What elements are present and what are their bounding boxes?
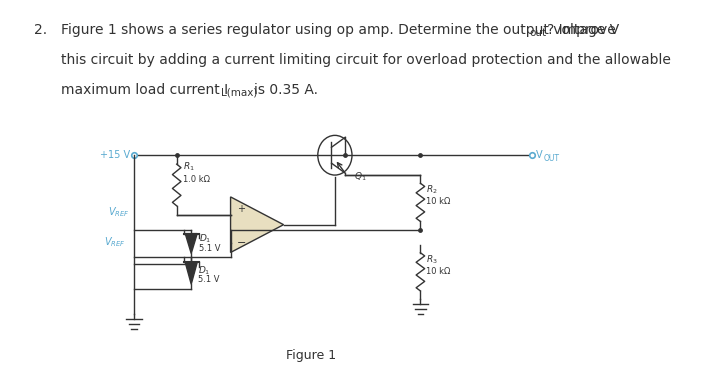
Text: $R_2$: $R_2$ <box>426 184 438 196</box>
Polygon shape <box>231 197 283 252</box>
Text: L(max): L(max) <box>221 88 257 98</box>
Text: Figure 1 shows a series regulator using op amp. Determine the output voltage V: Figure 1 shows a series regulator using … <box>61 23 619 37</box>
Polygon shape <box>186 234 197 254</box>
Text: this circuit by adding a current limiting circuit for overload protection and th: this circuit by adding a current limitin… <box>61 53 671 67</box>
Text: OUT: OUT <box>544 154 560 163</box>
Text: 10 kΩ: 10 kΩ <box>426 197 451 206</box>
Text: is 0.35 A.: is 0.35 A. <box>254 83 318 97</box>
Text: +15 V: +15 V <box>99 150 130 160</box>
Text: out: out <box>530 28 547 38</box>
Text: 2.: 2. <box>34 23 47 37</box>
Text: 5.1 V: 5.1 V <box>198 275 220 284</box>
Text: $D_1$: $D_1$ <box>199 233 212 245</box>
Text: −: − <box>236 237 246 248</box>
Text: $Q_1$: $Q_1$ <box>354 170 366 183</box>
Text: Figure 1: Figure 1 <box>286 349 336 362</box>
Text: $R_3$: $R_3$ <box>426 253 438 266</box>
Text: $D_1$: $D_1$ <box>198 264 210 277</box>
Text: $V_{REF}$: $V_{REF}$ <box>108 205 130 219</box>
Text: $V_{REF}$: $V_{REF}$ <box>104 236 125 250</box>
Text: 1.0 kΩ: 1.0 kΩ <box>183 175 210 184</box>
Polygon shape <box>186 262 197 284</box>
Text: 10 kΩ: 10 kΩ <box>426 267 451 276</box>
Text: ? Improve: ? Improve <box>547 23 616 37</box>
Text: +: + <box>236 204 244 214</box>
Text: $R_1$: $R_1$ <box>183 161 194 173</box>
Text: maximum load current I: maximum load current I <box>61 83 228 97</box>
Text: 5.1 V: 5.1 V <box>199 244 220 252</box>
Text: V: V <box>536 150 542 160</box>
